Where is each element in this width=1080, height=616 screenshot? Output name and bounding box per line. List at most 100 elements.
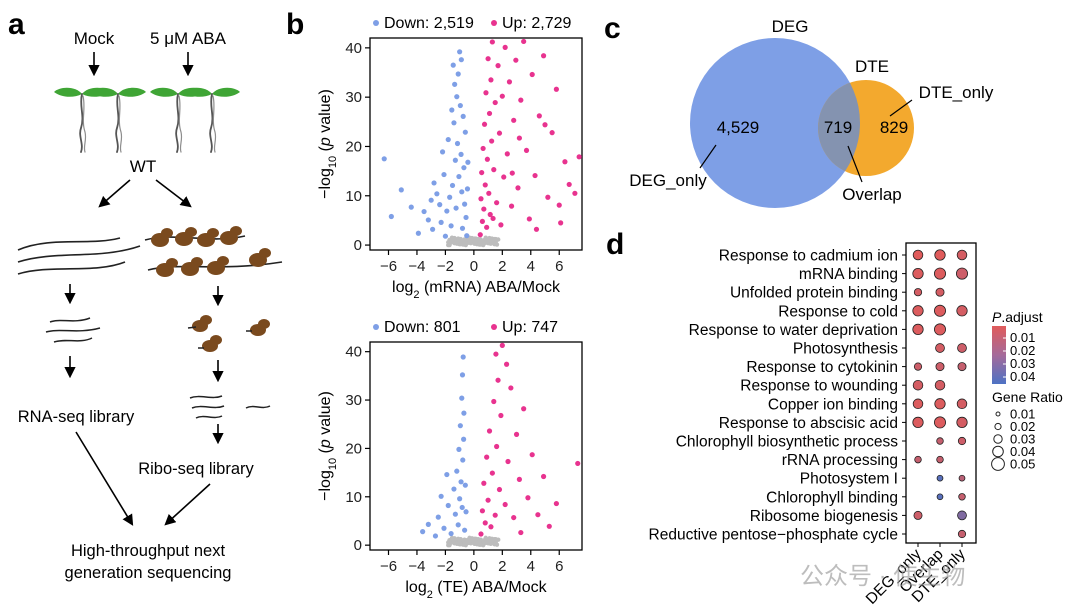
- up-point: [491, 167, 497, 173]
- venn-deg-title: DEG: [772, 17, 809, 36]
- down-point: [455, 522, 461, 528]
- up-point: [515, 185, 521, 191]
- down-point: [461, 410, 467, 416]
- down-point: [447, 194, 453, 200]
- down-point: [454, 140, 461, 147]
- panel-a: a Mock 5 μM ABA: [8, 8, 283, 582]
- y-axis-label: −log10 (p value): [317, 89, 339, 199]
- y-category-label: Response to wounding: [740, 378, 898, 395]
- down-point: [444, 471, 450, 478]
- up-point: [513, 431, 520, 437]
- ns-point: [493, 537, 498, 542]
- up-point: [558, 220, 564, 226]
- dot: [934, 304, 947, 317]
- ns-points: [446, 535, 501, 548]
- ns-point: [483, 240, 488, 245]
- down-point: [460, 354, 466, 360]
- up-point: [504, 151, 510, 157]
- up-point: [516, 135, 522, 141]
- ribosome-mrna-icon: [144, 226, 283, 277]
- down-point: [457, 423, 463, 429]
- up-point: [498, 412, 504, 419]
- legend-down-marker: [373, 20, 379, 26]
- up-point: [536, 113, 542, 119]
- gene-ratio-label: 0.04: [1010, 444, 1035, 459]
- dot: [935, 343, 945, 353]
- up-point: [502, 44, 508, 50]
- ns-point: [447, 542, 452, 548]
- up-point: [572, 190, 578, 196]
- up-points: [477, 38, 582, 238]
- up-point: [529, 71, 535, 78]
- down-point: [455, 71, 461, 77]
- up-point: [540, 53, 547, 59]
- x-axis-label: log2 (TE) ABA/Mock: [405, 579, 547, 601]
- ns-point: [478, 542, 483, 547]
- down-point: [457, 49, 463, 55]
- y-category-label: rRNA processing: [782, 452, 898, 469]
- ns-point: [468, 538, 473, 543]
- up-point: [562, 159, 568, 165]
- y-tick-label: 0: [354, 237, 362, 254]
- dot: [956, 267, 969, 280]
- venn-deg-only-label: DEG_only: [629, 171, 707, 190]
- down-point: [459, 225, 466, 231]
- down-point: [456, 173, 462, 180]
- up-point: [529, 452, 535, 458]
- venn-diagram: DEG DTE 4,529 719 829 DEG_only Overlap DTE_only: [629, 17, 994, 208]
- legend-up-marker: [491, 324, 497, 330]
- dot: [912, 305, 924, 317]
- y-category-label: Response to cytokinin: [746, 359, 898, 376]
- down-point: [458, 479, 464, 485]
- dot: [934, 398, 946, 410]
- up-point: [484, 224, 490, 230]
- up-point: [525, 495, 531, 501]
- down-point: [454, 468, 460, 474]
- ns-point: [472, 241, 477, 246]
- down-point: [458, 151, 464, 157]
- dot: [934, 267, 947, 280]
- down-point: [464, 233, 470, 239]
- panel-label-c: c: [604, 12, 621, 45]
- up-point: [486, 110, 493, 117]
- ns-point: [468, 238, 473, 243]
- rna-seq-library-label: RNA-seq library: [18, 408, 135, 426]
- padj-legend-title: P.adjust: [992, 309, 1043, 325]
- down-point: [451, 120, 457, 126]
- up-point: [493, 351, 499, 357]
- down-point: [425, 521, 431, 527]
- down-point: [452, 81, 458, 87]
- footprint-fragments-icon: [189, 395, 271, 419]
- padj-tick-label: 0.02: [1010, 343, 1035, 358]
- ns-point: [472, 541, 477, 546]
- down-point: [449, 182, 456, 189]
- y-tick-label: 10: [345, 188, 362, 205]
- x-tick-label: 0: [470, 258, 478, 275]
- dot: [957, 436, 967, 446]
- venn-overlap-label: Overlap: [842, 185, 902, 204]
- hts-label-line1: High-throughput next: [71, 542, 226, 560]
- down-point: [398, 187, 404, 193]
- up-point: [486, 190, 492, 196]
- y-category-label: Photosystem I: [800, 471, 898, 488]
- x-tick-label: −6: [380, 258, 397, 275]
- down-points: [381, 49, 471, 239]
- y-category-label: Reductive pentose−phosphate cycle: [649, 527, 898, 544]
- dot: [956, 305, 968, 317]
- up-point: [503, 361, 510, 367]
- down-point: [381, 156, 387, 162]
- panel-label-d: d: [606, 228, 624, 261]
- y-category-label: Unfolded protein binding: [730, 285, 898, 302]
- up-point: [508, 385, 514, 391]
- gene-ratio-label: 0.02: [1010, 419, 1035, 434]
- padj-tick-label: 0.01: [1010, 330, 1035, 345]
- up-point: [516, 476, 522, 482]
- up-point: [492, 512, 498, 518]
- dot: [957, 529, 967, 539]
- up-point: [506, 79, 513, 85]
- up-point: [479, 218, 486, 225]
- up-point: [502, 501, 508, 508]
- up-point: [496, 130, 503, 136]
- dot: [958, 493, 966, 501]
- ns-point: [483, 540, 488, 546]
